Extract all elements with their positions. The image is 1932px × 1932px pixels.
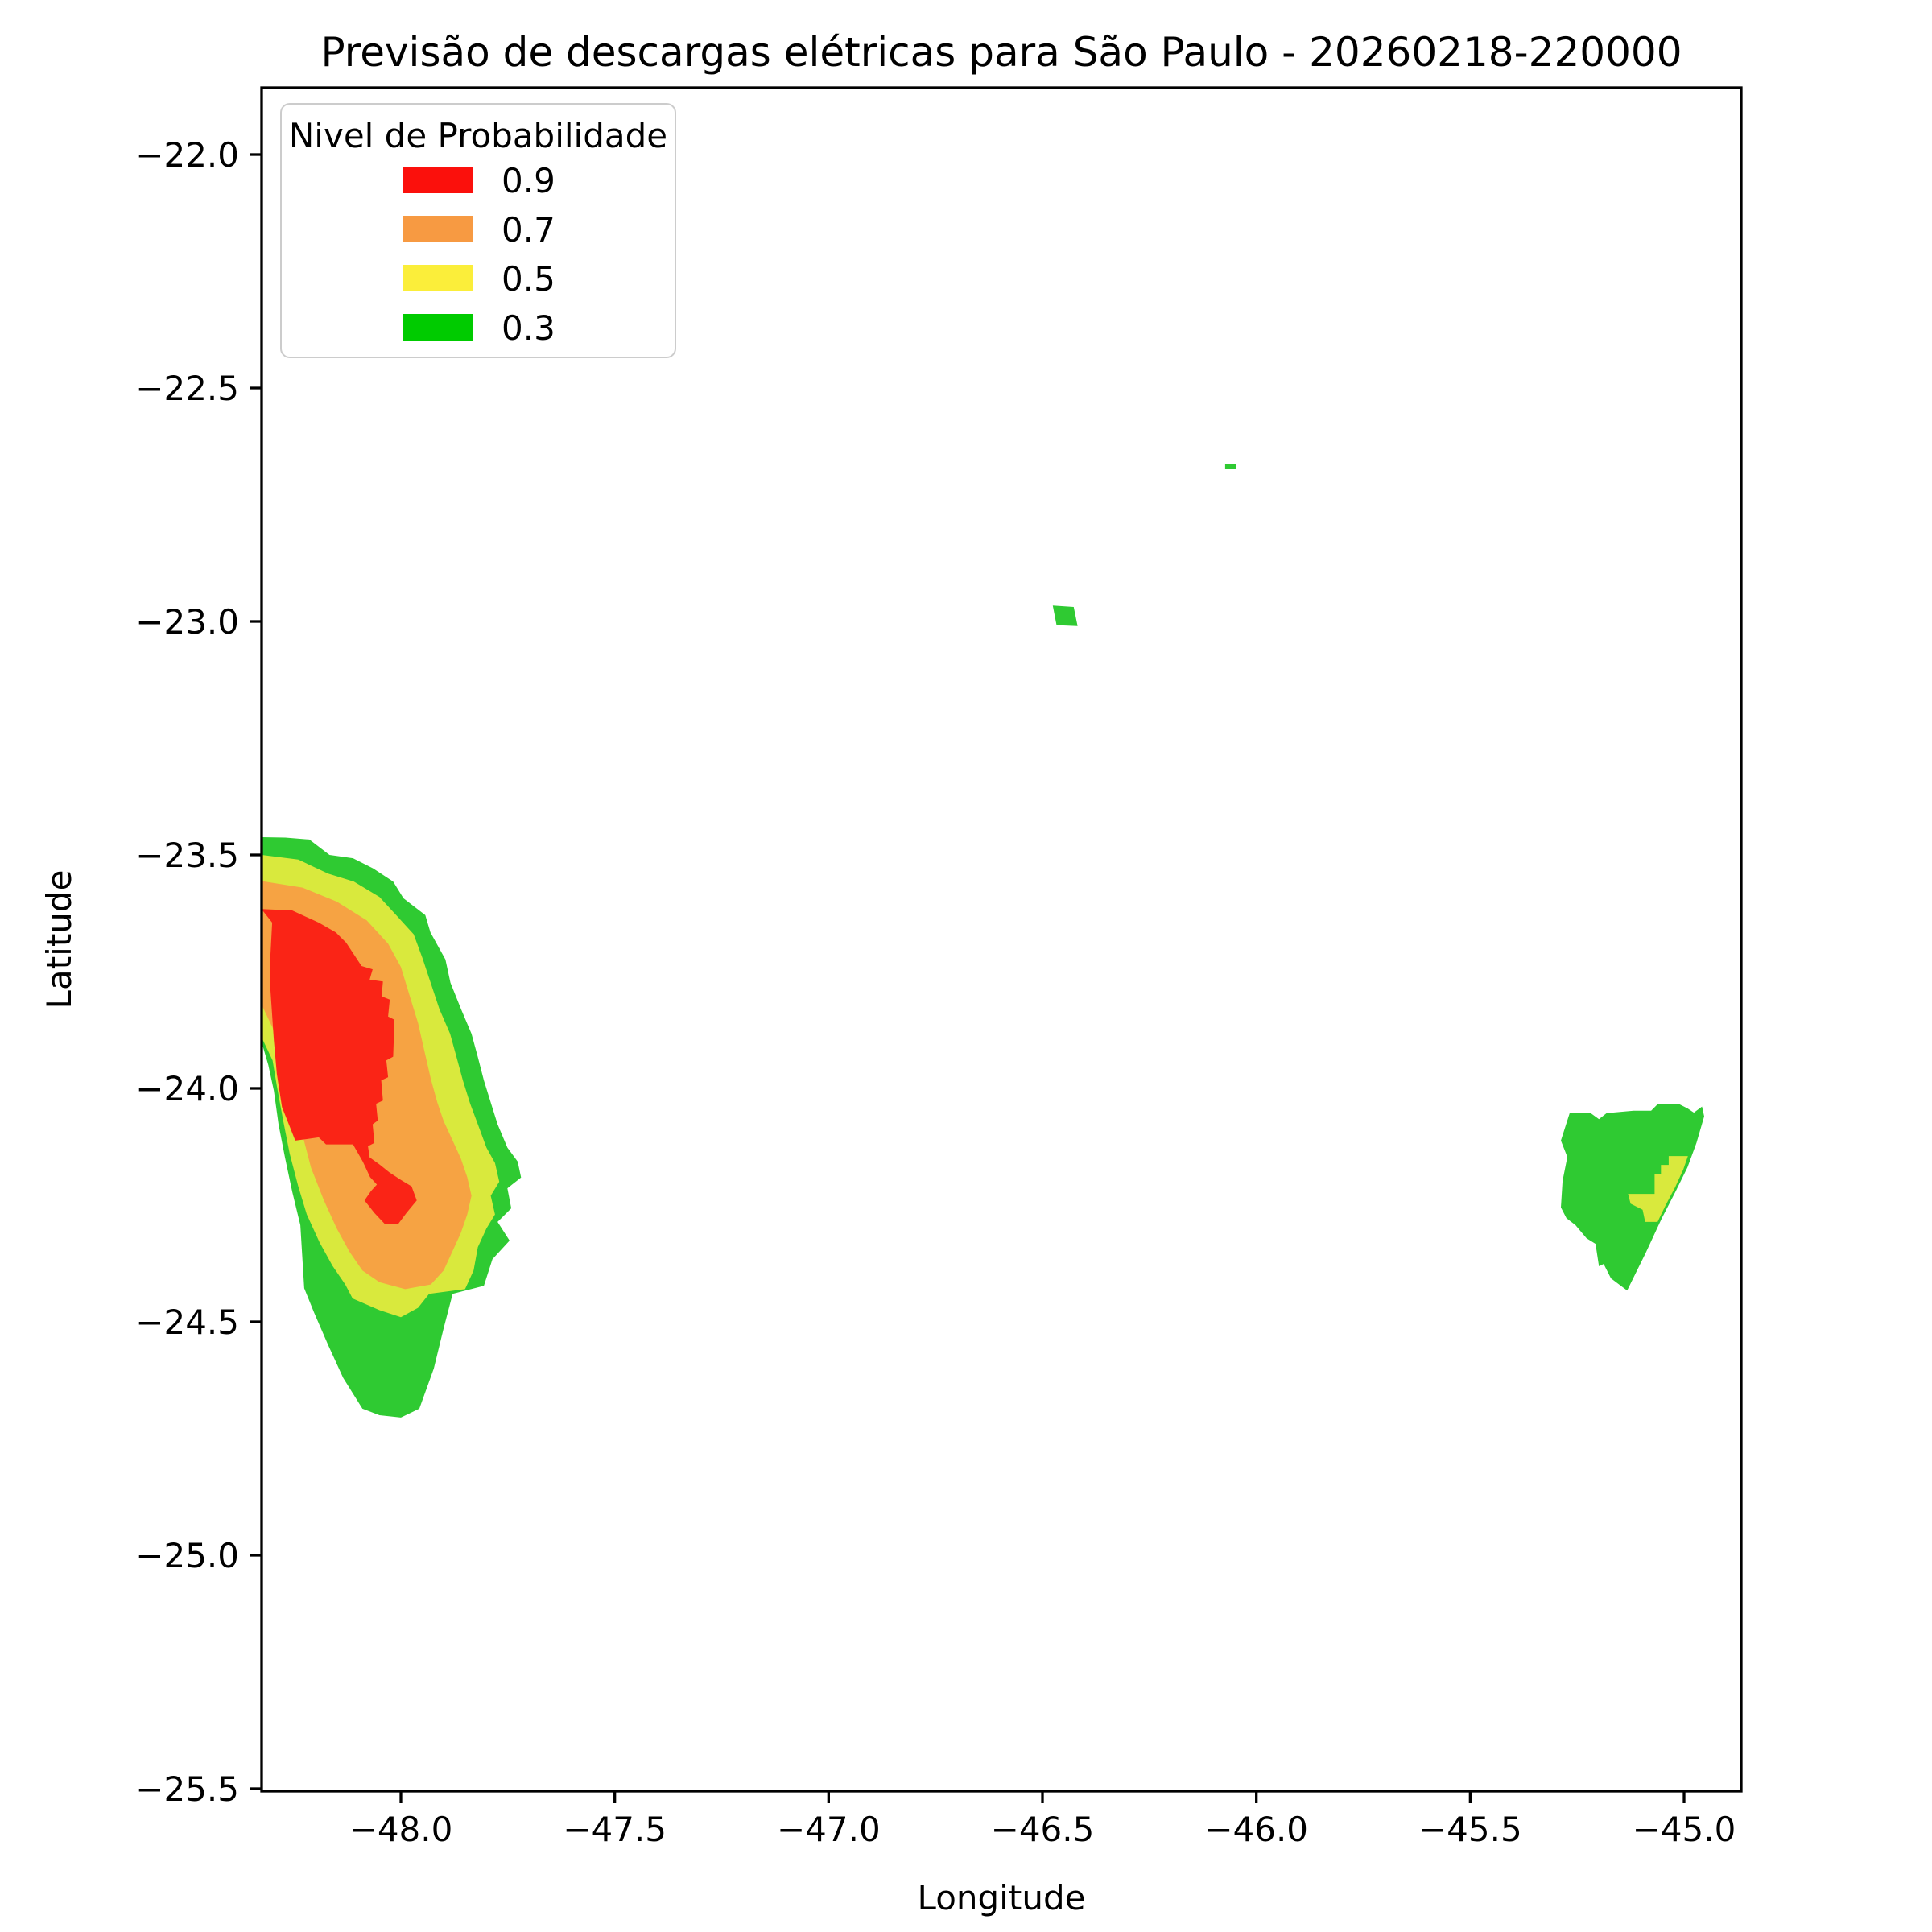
legend: Nivel de Probabilidade 0.9 0.7 0.5 0.3 <box>280 103 676 358</box>
contour-regions <box>262 464 1704 1418</box>
y-axis-label: Latitude <box>39 870 79 1009</box>
y-tick-label-4: −24.0 <box>135 1069 239 1108</box>
x-tick-label-1: −47.5 <box>563 1810 667 1849</box>
contour-region-north-tiny-cell-level-0.3 <box>1224 464 1236 469</box>
x-tick-label-4: −46.0 <box>1204 1810 1308 1849</box>
contour-region-east-cell-level-0.5 <box>1628 1156 1688 1222</box>
legend-label-0.9: 0.9 <box>502 161 555 200</box>
y-tick-label-6: −25.0 <box>135 1536 239 1575</box>
contour-region-north-small-cell-level-0.3 <box>1052 605 1078 626</box>
x-tick-label-3: −46.5 <box>991 1810 1095 1849</box>
y-tick-label-0: −22.0 <box>135 135 239 175</box>
legend-swatch-0.3 <box>402 314 473 341</box>
legend-entry-0.5: 0.5 <box>282 259 675 299</box>
legend-swatch-0.9 <box>402 167 473 193</box>
legend-label-0.7: 0.7 <box>502 210 555 250</box>
legend-entry-0.3: 0.3 <box>282 308 675 348</box>
x-tick-label-2: −47.0 <box>777 1810 881 1849</box>
y-tick-label-1: −22.5 <box>135 369 239 408</box>
legend-swatch-0.7 <box>402 216 473 242</box>
legend-entry-0.9: 0.9 <box>282 161 675 200</box>
legend-entry-0.7: 0.7 <box>282 210 675 250</box>
contour-region-main-cell-level-0.9 <box>262 909 417 1224</box>
chart-title: Previsão de descargas elétricas para São… <box>320 29 1682 76</box>
y-tick-label-3: −23.5 <box>135 836 239 875</box>
y-tick-label-2: −23.0 <box>135 602 239 642</box>
x-axis-label: Longitude <box>918 1878 1086 1918</box>
axes-spines <box>260 86 1743 1793</box>
legend-label-0.3: 0.3 <box>502 308 555 348</box>
x-tick-label-6: −45.0 <box>1633 1810 1736 1849</box>
y-tick-label-7: −25.5 <box>135 1769 239 1809</box>
x-tick-label-0: −48.0 <box>349 1810 453 1849</box>
axis-ticks: −48.0 −47.5 −47.0 −46.5 −46.0 −45.5 −45.0 −22.0… <box>135 135 1736 1849</box>
legend-label-0.5: 0.5 <box>502 259 555 299</box>
y-tick-label-5: −24.5 <box>135 1302 239 1342</box>
x-tick-label-5: −45.5 <box>1418 1810 1522 1849</box>
legend-swatch-0.5 <box>402 265 473 291</box>
legend-title: Nivel de Probabilidade <box>288 116 668 155</box>
